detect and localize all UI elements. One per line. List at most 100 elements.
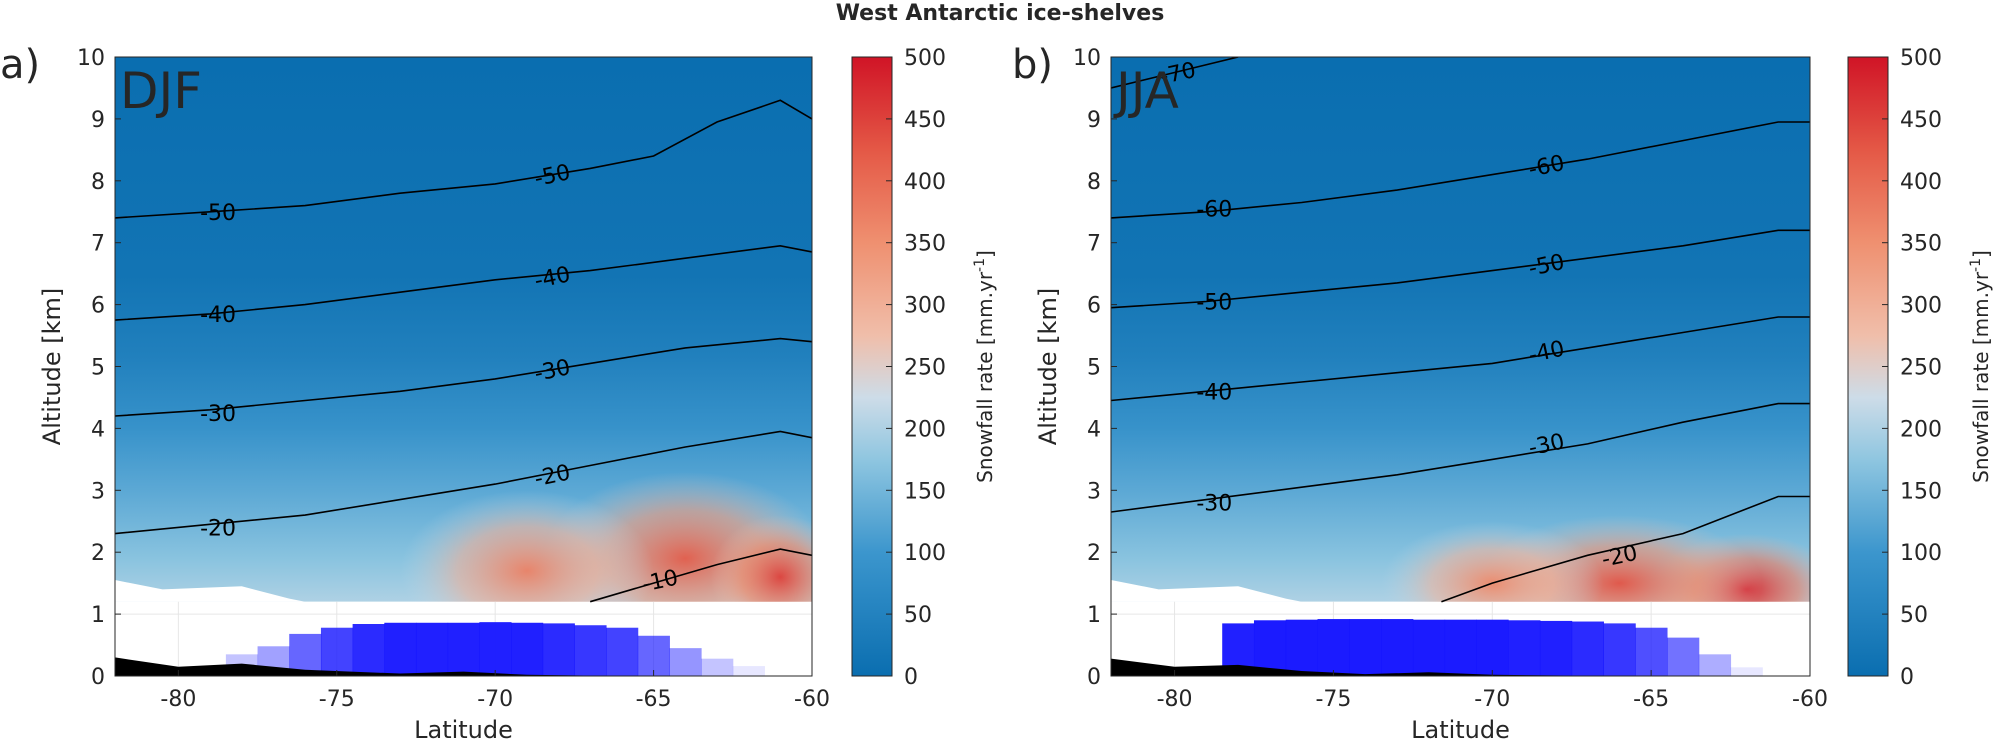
season-label: JJA [1113,62,1179,120]
temperature-contours: -20-30-40-50-60-70-60-50-40-30 [1111,57,1810,603]
surface-mask [1111,580,1302,602]
y-tick-label: 8 [1087,170,1101,195]
bar [511,622,544,676]
colorbar-tick-label: 150 [1900,479,1942,504]
snowfall-field-gradient [1111,57,1810,602]
bar [1253,620,1287,676]
colorbar-tick-label: 100 [1900,541,1942,566]
y-tick-label: 0 [1087,665,1101,690]
bar-series [225,622,765,676]
x-tick-label: -75 [319,687,355,712]
panel-letter: b) [1012,42,1053,88]
surface-mask [115,580,306,602]
colorbar-tick-label: 450 [1900,108,1942,133]
y-tick-label: 4 [91,417,105,442]
bar [1603,623,1636,676]
bar [542,623,575,676]
bar [447,622,480,676]
colorbar-tick-label: 50 [1900,603,1928,628]
x-axis-label: Latitude [1411,716,1510,744]
bar [1730,667,1763,676]
bar [1508,620,1541,676]
colorbar: 0 50 100 150 200 250 300 350 400 450 500 Snowfall r… [851,46,997,690]
bar [384,622,417,676]
x-tick-label: -80 [160,687,196,712]
colorbar-label: Snowfall rate [mm.yr-1] [1968,250,1993,483]
colorbar-label: Snowfall rate [mm.yr-1] [972,250,997,483]
bar [352,624,385,676]
y-tick-label: 6 [1087,294,1101,319]
figure-title: West Antarctic ice-shelves [836,1,1165,26]
colorbar-label-end: ] [1969,250,1993,258]
x-tick-label: -60 [1792,687,1828,712]
y-tick-label: 2 [91,541,105,566]
y-axis: 0 1 2 3 4 5 6 7 8 9 10 Altitude [km] [1034,46,1117,690]
y-tick-label: 9 [1087,108,1101,133]
contour-label: -50 [1196,291,1232,316]
contour-line [1111,57,1239,89]
y-axis-label: Altitude [km] [1034,288,1062,445]
contour-label: -30 [200,402,236,427]
bar [701,658,734,676]
colorbar-label-main: Snowfall rate [mm.yr [973,271,997,483]
colorbar-tick-label: 400 [904,170,946,195]
x-axis-label: Latitude [414,716,513,744]
snowfall-hotspot [710,515,812,602]
colorbar-label-main: Snowfall rate [mm.yr [1969,271,1993,483]
colorbar-tick-label: 500 [904,46,946,71]
contour-label: -40 [200,303,236,328]
colorbar-tick-label: 150 [904,479,946,504]
bar [1667,637,1700,676]
colorbar-tick-label: 0 [904,665,918,690]
colorbar-tick-label: 400 [1900,170,1942,195]
bar [574,625,607,676]
contour-line [115,99,812,219]
contour-line [115,430,812,535]
snowfall-field [115,57,812,602]
contour-line [1111,121,1810,219]
snowfall-field [1111,57,1810,602]
contour-line [115,244,812,321]
colorbar-tick-label: 250 [1900,356,1942,381]
colorbar-label-sup: -1 [972,258,988,272]
y-tick-label: 7 [1087,232,1101,257]
contour-label: -40 [1196,380,1232,405]
y-tick-label: 5 [1087,356,1101,381]
colorbar-gradient [1847,56,1889,677]
y-tick-label: 3 [1087,479,1101,504]
bar [415,622,449,676]
bar [1635,627,1668,676]
bar [479,622,512,676]
y-axis: 0 1 2 3 4 5 6 7 8 9 10 Altitude [km] [38,46,121,690]
colorbar-tick-label: 0 [1900,665,1914,690]
bar [1412,619,1446,676]
panel-b: -20-30-40-50-60-70-60-50-40-30-80 -75 -70-… [1012,42,1993,744]
contour-line [1441,495,1810,603]
y-tick-label: 3 [91,479,105,504]
bar [1698,654,1732,676]
x-tick-label: -70 [477,687,513,712]
bar [1476,619,1509,676]
x-axis: -80 -75 -70 -65 -60 Latitude [160,670,830,744]
colorbar-tick-label: 200 [1900,417,1942,442]
bar [1571,621,1604,676]
temperature-contours: -10-20-30-40-50-50-40-30-20 [115,99,812,603]
contour-line [1111,316,1810,402]
bar [1539,620,1573,676]
colorbar-tick-label: 100 [904,541,946,566]
bar [1285,619,1319,676]
colorbar-tick-label: 350 [1900,232,1942,257]
contour-line [1111,229,1810,309]
panel-a: -10-20-30-40-50-50-40-30-20-80 -75 -70 -65-… [0,42,997,744]
bar [1317,619,1350,676]
y-tick-label: 10 [77,46,105,71]
colorbar-label-sup: -1 [1968,258,1984,272]
colorbar-tick-label: 300 [904,294,946,319]
y-tick-label: 10 [1073,46,1101,71]
x-tick-label: -70 [1474,687,1510,712]
y-tick-label: 1 [91,603,105,628]
x-tick-label: -60 [794,687,830,712]
bar [1381,619,1414,676]
y-axis-label: Altitude [km] [38,288,66,445]
